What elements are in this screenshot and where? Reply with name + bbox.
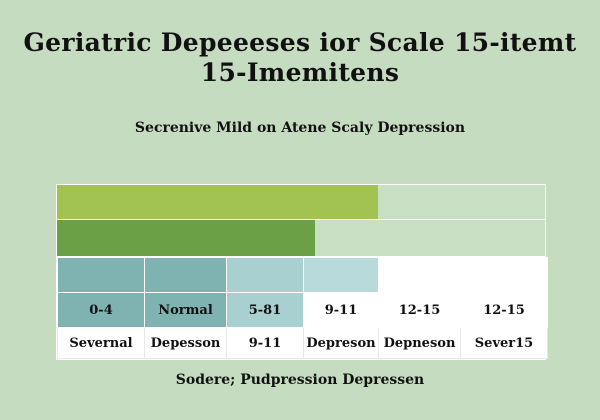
title-line-1: Geriatric Depeeeses ior Scale 15-itemt: [23, 28, 577, 57]
label-cell: Depreson: [303, 327, 379, 359]
color-cell: [378, 257, 461, 293]
score-cell: 0-4: [57, 292, 145, 328]
color-cell: [144, 257, 227, 293]
footer-caption: Sodere; Pudpression Depressen: [175, 372, 425, 388]
scale-panel: 0-4 Normal 5-81 9-11 12-15 12-15 Severna…: [56, 184, 548, 360]
bar-track-2: [57, 220, 545, 257]
label-cell: Depneson: [378, 327, 461, 359]
label-row: Severnal Depesson 9-11 Depreson Depneson…: [57, 327, 548, 359]
color-cell: [57, 257, 145, 293]
bar-fill-1: [57, 185, 379, 219]
score-cell: Normal: [144, 292, 227, 328]
bar-track-1: [57, 185, 545, 220]
label-cell: Sever15: [460, 327, 548, 359]
label-cell: 9-11: [226, 327, 304, 359]
subtitle: Secrenive Mild on Atene Scaly Depression: [134, 120, 466, 136]
color-row: [57, 257, 548, 293]
score-cell: 12-15: [460, 292, 548, 328]
score-table: 0-4 Normal 5-81 9-11 12-15 12-15 Severna…: [57, 257, 548, 359]
score-cell: 9-11: [303, 292, 379, 328]
title-line-2: 15-Imemitens: [200, 58, 400, 87]
score-cell: 12-15: [378, 292, 461, 328]
color-cell: [303, 257, 379, 293]
color-cell: [460, 257, 548, 293]
color-cell: [226, 257, 304, 293]
score-cell: 5-81: [226, 292, 304, 328]
chart-title: Geriatric Depeeeses ior Scale 15-itemt 1…: [0, 28, 600, 88]
label-cell: Depesson: [144, 327, 227, 359]
score-row: 0-4 Normal 5-81 9-11 12-15 12-15: [57, 292, 548, 328]
bar-fill-2: [57, 220, 316, 256]
label-cell: Severnal: [57, 327, 145, 359]
